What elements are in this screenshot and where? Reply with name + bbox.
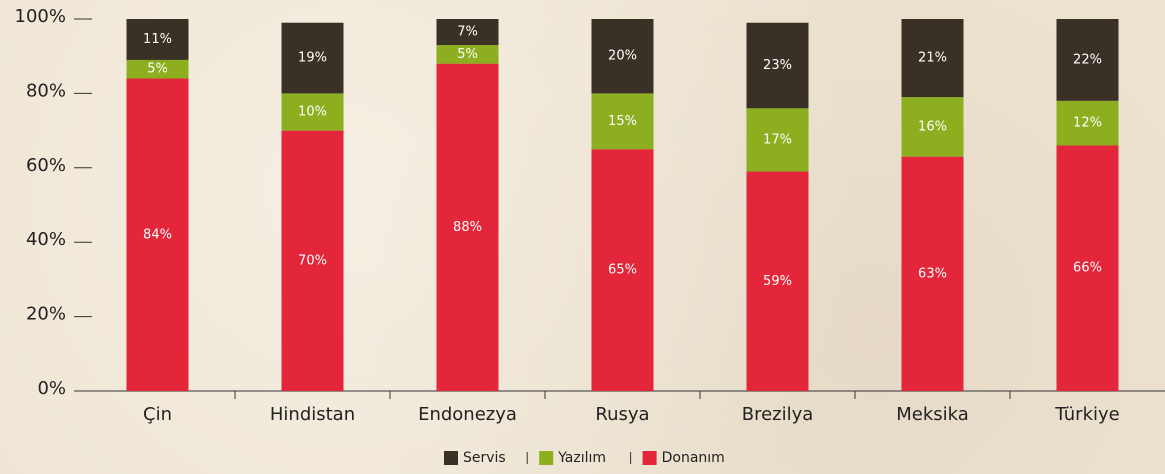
data-label: 70% [298, 253, 327, 268]
data-label: 88% [453, 220, 482, 235]
bar-segment [746, 108, 809, 172]
data-label: 23% [763, 58, 792, 73]
data-label: 59% [763, 274, 792, 289]
legend-label: Servis [463, 450, 506, 466]
y-tick-label: 40% [26, 229, 66, 250]
data-label: 19% [298, 51, 327, 66]
bar-segment [281, 130, 344, 391]
legend-swatch [444, 451, 458, 465]
data-label: 16% [918, 119, 947, 134]
y-tick-label: 0% [37, 378, 66, 399]
y-tick-label: 60% [26, 155, 66, 176]
data-label: 10% [298, 105, 327, 120]
bar-segment [126, 59, 189, 79]
legend-label: Donanım [662, 450, 725, 466]
data-label: 66% [1073, 261, 1102, 276]
data-label: 5% [457, 47, 478, 62]
bar-segment [901, 97, 964, 157]
bar-segment [746, 22, 809, 109]
bar-segment [436, 19, 499, 46]
x-tick-label: Hindistan [270, 404, 355, 425]
x-tick-label: Meksika [896, 404, 969, 425]
bar-segment [436, 63, 499, 391]
data-label: 12% [1073, 116, 1102, 131]
data-label: 22% [1073, 52, 1102, 67]
data-label: 11% [143, 32, 172, 47]
data-label: 84% [143, 227, 172, 242]
x-tick-label: Çin [143, 404, 172, 425]
bar-segment [591, 19, 654, 94]
data-label: 20% [608, 49, 637, 64]
legend-swatch [642, 451, 657, 465]
data-label: 65% [608, 263, 637, 278]
y-tick-label: 20% [26, 304, 66, 325]
bar-segment [591, 93, 654, 150]
bar-segment [901, 19, 964, 98]
bar-segment [1056, 145, 1119, 391]
data-label: 63% [918, 266, 947, 281]
bar-segment [746, 171, 809, 391]
legend-label: Yazılım [557, 450, 606, 466]
bar-segment [901, 156, 964, 391]
bar-segment [1056, 19, 1119, 101]
data-label: 21% [918, 51, 947, 66]
y-tick-label: 100% [15, 6, 66, 27]
data-label: 7% [457, 25, 478, 40]
legend-swatch [539, 451, 554, 465]
x-tick-label: Endonezya [418, 404, 517, 425]
bar-segment [126, 19, 189, 60]
x-tick-label: Brezilya [742, 404, 814, 425]
bar-segment [436, 45, 499, 64]
data-label: 5% [147, 62, 168, 77]
bar-segment [281, 22, 344, 94]
data-label: 17% [763, 132, 792, 147]
bar-segment [1056, 100, 1119, 146]
data-label: 15% [608, 114, 637, 129]
bar-segment [281, 93, 344, 131]
bar-segment [126, 78, 189, 392]
x-tick-label: Rusya [595, 404, 649, 425]
y-tick-label: 80% [26, 80, 66, 101]
bar-segment [591, 149, 654, 391]
x-tick-label: Türkiye [1054, 404, 1120, 425]
